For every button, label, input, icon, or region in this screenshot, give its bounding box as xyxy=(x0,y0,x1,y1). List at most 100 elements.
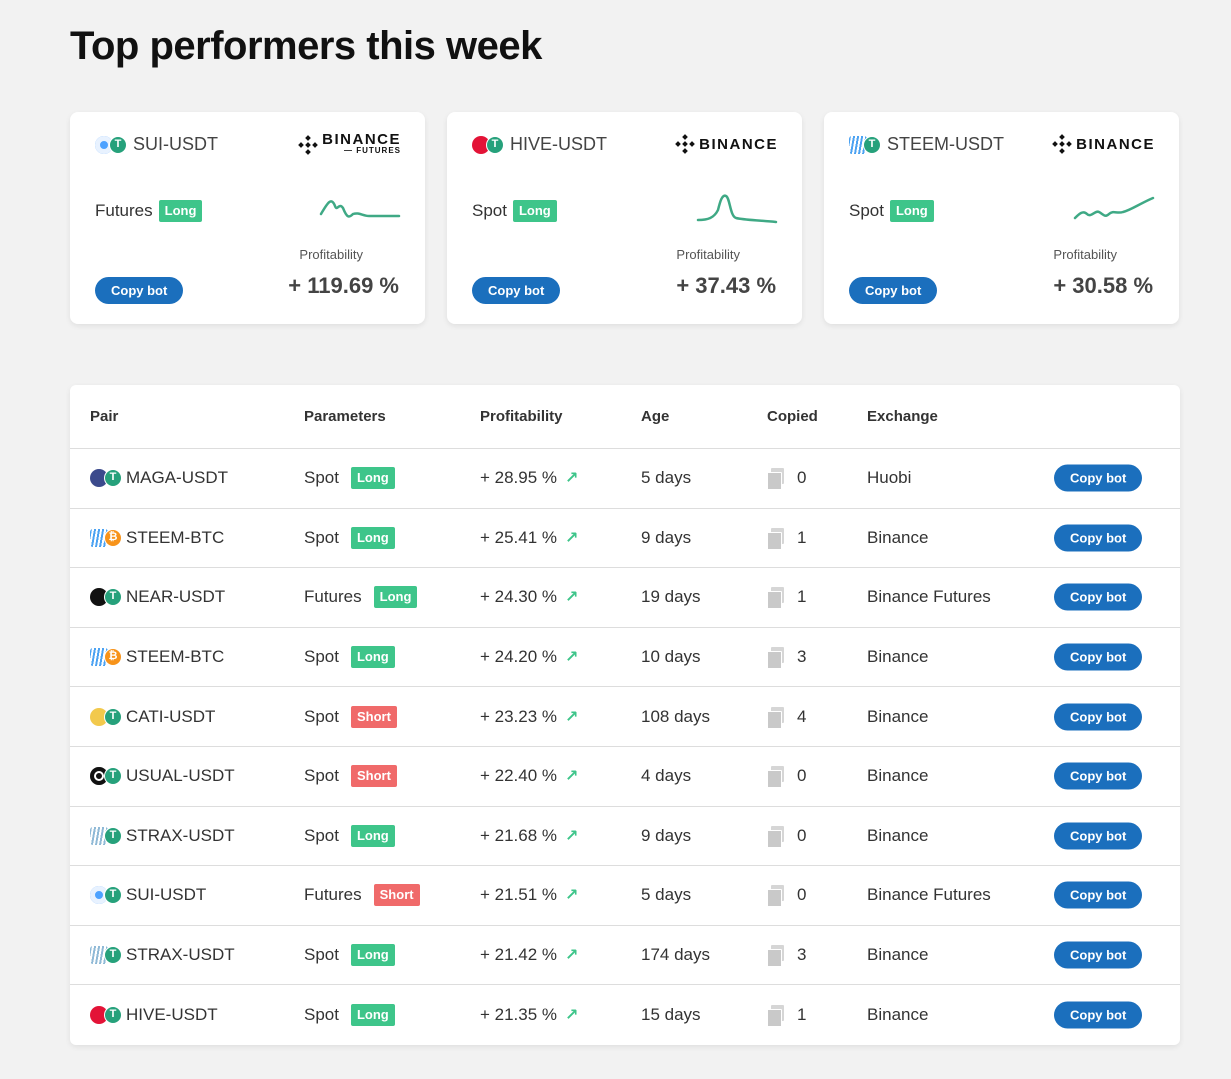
table-row[interactable]: USUAL-USDT Spot Short + 22.40 % ↗ 4 days 0 Bina… xyxy=(70,747,1180,807)
exchange-cell: Binance Futures xyxy=(867,885,991,905)
pair-coin-icon xyxy=(90,886,122,905)
profitability-label: Profitability xyxy=(299,247,363,262)
market-type: Spot xyxy=(849,201,884,220)
pair-cell: STRAX-USDT xyxy=(90,945,235,965)
copy-bot-button[interactable]: Copy bot xyxy=(1054,464,1143,492)
usdt-coin-icon xyxy=(104,588,122,607)
bot-age: 108 days xyxy=(641,706,710,726)
card-parameters: Spot Long xyxy=(849,200,934,222)
bot-age: 10 days xyxy=(641,647,701,667)
exchange-name: Binance Futures xyxy=(867,885,991,905)
pair-cell: STEEM-BTC xyxy=(90,528,224,548)
top-performer-card: STEEM-USDT BINANCE Spot Long Profitability + … xyxy=(824,112,1179,324)
market-type: Futures xyxy=(304,885,362,905)
copied-cell: 1 xyxy=(767,587,806,610)
market-type: Spot xyxy=(472,201,507,220)
pair-coin-icon xyxy=(90,528,122,547)
table-row[interactable]: NEAR-USDT Futures Long + 24.30 % ↗ 19 days 1 Bi… xyxy=(70,568,1180,628)
copy-bot-button[interactable]: Copy bot xyxy=(472,277,561,304)
action-cell: Copy bot xyxy=(1054,1001,1143,1029)
pair-coin-icon xyxy=(472,135,504,154)
copy-bot-button[interactable]: Copy bot xyxy=(1054,1001,1143,1029)
copied-cell: 0 xyxy=(767,885,806,908)
copy-bot-button[interactable]: Copy bot xyxy=(849,277,938,304)
exchange-cell: Binance xyxy=(867,707,928,727)
table-row[interactable]: STRAX-USDT Spot Long + 21.68 % ↗ 9 days 0 Binan… xyxy=(70,807,1180,867)
copy-bot-button[interactable]: Copy bot xyxy=(1054,703,1143,731)
profitability-value: + 37.43 % xyxy=(676,273,776,298)
table-row[interactable]: CATI-USDT Spot Short + 23.23 % ↗ 108 days 4 Bin… xyxy=(70,687,1180,747)
exchange-name: Binance Futures xyxy=(867,587,991,607)
action-cell: Copy bot xyxy=(1054,762,1143,790)
market-type: Futures xyxy=(304,587,362,607)
profitability-cell: + 24.20 % ↗ xyxy=(480,647,578,667)
table-row[interactable]: STEEM-BTC Spot Long + 25.41 % ↗ 9 days 1 Binanc… xyxy=(70,509,1180,569)
pair-coin-icon xyxy=(90,469,122,488)
exchange-cell: Binance xyxy=(867,945,928,965)
table-row[interactable]: STEEM-BTC Spot Long + 24.20 % ↗ 10 days 3 Binan… xyxy=(70,628,1180,688)
header-exchange[interactable]: Exchange xyxy=(867,408,938,425)
header-copied[interactable]: Copied xyxy=(767,408,818,425)
profitability-cell: + 24.30 % ↗ xyxy=(480,587,578,607)
copy-bot-button[interactable]: Copy bot xyxy=(1054,524,1143,552)
pair-coin-icon xyxy=(90,588,122,607)
copied-count: 3 xyxy=(797,647,807,667)
pair-name: HIVE-USDT xyxy=(126,1005,218,1025)
bot-age: 9 days xyxy=(641,825,692,845)
profit-sparkline xyxy=(319,200,401,218)
direction-badge: Short xyxy=(373,884,420,907)
trend-up-icon: ↗ xyxy=(565,649,579,667)
table-row[interactable]: SUI-USDT Futures Short + 21.51 % ↗ 5 days 0 Bin… xyxy=(70,866,1180,926)
copy-bot-button[interactable]: Copy bot xyxy=(1054,643,1143,671)
sui-coin-icon xyxy=(90,886,108,905)
age-cell: 108 days xyxy=(641,707,710,727)
exchange-name: BINANCE xyxy=(699,135,778,153)
copy-bot-button[interactable]: Copy bot xyxy=(1054,941,1143,969)
pair-cell: CATI-USDT xyxy=(90,707,215,727)
profitability-label: Profitability xyxy=(676,247,740,262)
pair-cell: USUAL-USDT xyxy=(90,766,235,786)
exchange-name: Binance xyxy=(867,706,929,726)
copy-bot-button[interactable]: Copy bot xyxy=(1054,881,1143,909)
profit-sparkline xyxy=(696,194,778,224)
copy-bot-button[interactable]: Copy bot xyxy=(1054,822,1143,850)
market-type: Spot xyxy=(304,1005,339,1025)
table-row[interactable]: STRAX-USDT Spot Long + 21.42 % ↗ 174 days 3 Bin… xyxy=(70,926,1180,986)
exchange-name: Binance xyxy=(867,1005,929,1025)
market-type: Spot xyxy=(304,647,339,667)
header-pair[interactable]: Pair xyxy=(90,408,119,425)
trend-up-icon: ↗ xyxy=(565,887,579,905)
copied-count: 4 xyxy=(797,706,807,726)
copied-cell: 3 xyxy=(767,945,806,968)
header-parameters[interactable]: Parameters xyxy=(304,408,386,425)
direction-badge: Long xyxy=(889,200,934,222)
action-cell: Copy bot xyxy=(1054,881,1143,909)
exchange-cell: Binance xyxy=(867,528,928,548)
profitability-cell: + 25.41 % ↗ xyxy=(480,528,578,548)
profitability-cell: + 28.95 % ↗ xyxy=(480,468,578,488)
parameters-cell: Spot Long xyxy=(304,467,395,490)
copied-cell: 0 xyxy=(767,766,806,789)
exchange-cell: Binance xyxy=(867,826,928,846)
copy-bot-button[interactable]: Copy bot xyxy=(1054,583,1143,611)
header-age[interactable]: Age xyxy=(641,408,670,425)
top-performer-card: HIVE-USDT BINANCE Spot Long Profitability + 3… xyxy=(447,112,802,324)
profitability-value: + 30.58 % xyxy=(1053,273,1153,298)
profitability-label: Profitability xyxy=(1053,247,1117,262)
copy-icon xyxy=(767,527,787,550)
exchange-name: Binance xyxy=(867,825,929,845)
exchange-name: Binance xyxy=(867,766,929,786)
direction-badge: Long xyxy=(350,824,395,847)
header-profitability[interactable]: Profitability xyxy=(480,408,563,425)
age-cell: 5 days xyxy=(641,885,691,905)
card-pair-name: HIVE-USDT xyxy=(510,134,608,154)
table-row[interactable]: MAGA-USDT Spot Long + 28.95 % ↗ 5 days 0 Huobi C… xyxy=(70,449,1180,509)
pair-coin-icon xyxy=(849,135,881,154)
parameters-cell: Spot Short xyxy=(304,705,397,728)
btc-coin-icon xyxy=(104,648,122,667)
copy-bot-button[interactable]: Copy bot xyxy=(95,277,184,304)
table-row[interactable]: HIVE-USDT Spot Long + 21.35 % ↗ 15 days 1 Binan… xyxy=(70,985,1180,1045)
bots-table: Pair Parameters Profitability Age Copied… xyxy=(70,385,1180,1045)
pair-name: NEAR-USDT xyxy=(126,587,226,607)
copy-bot-button[interactable]: Copy bot xyxy=(1054,762,1143,790)
